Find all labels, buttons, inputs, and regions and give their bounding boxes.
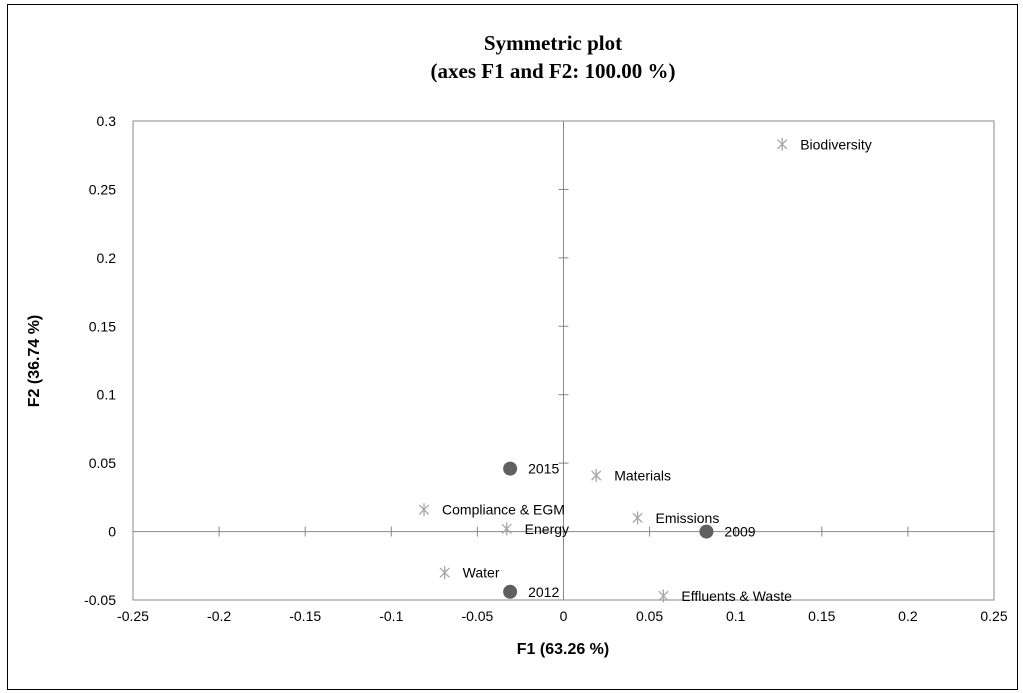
data-point [699,524,714,539]
data-point-stroke [632,512,643,524]
y-tick-label: 0.15 [89,318,116,334]
data-point-stroke [658,590,669,602]
x-tick-label: 0.15 [808,608,835,624]
x-tick-label: 0.25 [980,608,1007,624]
data-point-stroke [777,139,788,150]
y-tick-labels: -0.05 0 0.05 0.1 0.15 0.2 0.25 0.3 [84,113,116,608]
y-tick-label: 0.05 [89,455,116,471]
data-point-stroke [439,567,450,578]
data-point [591,468,602,482]
y-tick-label: 0.25 [89,181,116,197]
x-tick-label: -0.1 [379,608,403,624]
data-point [439,566,450,580]
data-label: 2012 [528,584,559,600]
data-point-stroke [501,523,512,534]
y-tick-label: 0.3 [97,113,117,129]
y-tick-label: -0.05 [84,592,116,608]
data-point [501,522,512,536]
x-axis-label: F1 (63.26 %) [517,641,609,658]
data-label: Materials [614,467,671,483]
axes-layer [132,120,995,601]
data-point [418,503,430,517]
x-tick-label: -0.15 [289,608,321,624]
y-tick-label: 0 [108,524,116,540]
data-label: Energy [525,521,569,537]
data-label: Emissions [656,510,720,526]
data-label: Water [463,565,500,581]
data-label: Compliance & EGM [442,502,565,518]
y-tick-label: 0.2 [97,250,117,266]
x-tick-label: 0 [560,608,568,624]
data-point [632,511,643,525]
data-point [503,584,518,599]
x-tick-label: 0.1 [726,608,746,624]
data-point [777,137,788,151]
data-label: Biodiversity [800,136,872,152]
chart-frame: Symmetric plot (axes F1 and F2: 100.00 %… [7,4,1018,690]
x-tick-label: -0.2 [207,608,231,624]
x-tick-label: 0.2 [898,608,918,624]
x-tick-label: 0.05 [636,608,663,624]
chart-title: Symmetric plot [484,31,622,55]
y-axis-label: F2 (36.74 %) [26,315,43,407]
chart-subtitle: (axes F1 and F2: 100.00 %) [431,59,676,83]
data-label: Effluents & Waste [681,588,792,604]
data-label: 2009 [724,524,755,540]
data-point [503,461,518,476]
x-tick-label: -0.25 [117,608,149,624]
data-points: 2015 2009 2012 Biodiversity Materials Complia… [418,136,872,604]
data-point-stroke [418,504,430,515]
data-point-stroke [591,470,602,481]
x-tick-label: -0.05 [461,608,493,624]
x-tick-labels: -0.25 -0.2 -0.15 -0.1 -0.05 0 0.05 0.1 0.15 0.2 0.… [117,608,1008,624]
scatter-chart: Symmetric plot (axes F1 and F2: 100.00 %… [26,31,1008,658]
data-point [658,589,669,603]
data-label: 2015 [528,461,559,477]
y-tick-label: 0.1 [97,387,117,403]
